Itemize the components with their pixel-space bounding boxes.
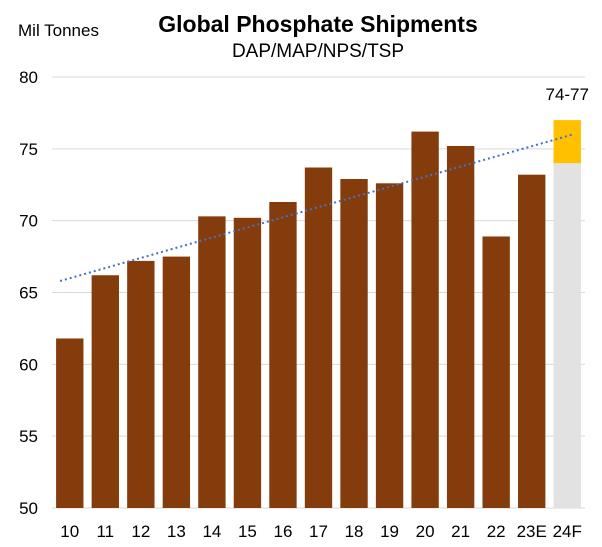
- x-tick-label: 17: [309, 522, 328, 541]
- forecast-range-label: 74-77: [545, 85, 588, 104]
- bar: [233, 217, 262, 508]
- trendline-group: [59, 133, 574, 282]
- y-tick-label: 70: [19, 212, 38, 231]
- x-tick-label: 14: [202, 522, 221, 541]
- bar: [375, 183, 404, 508]
- x-tick-label: 19: [380, 522, 399, 541]
- bar: [162, 256, 191, 508]
- bar: [56, 338, 84, 508]
- x-tick-label: 13: [167, 522, 186, 541]
- y-tick-label: 50: [19, 499, 38, 518]
- forecast-base-bar: [553, 163, 581, 508]
- y-axis-ticks: 50 55 60 65 70 75 80: [19, 68, 38, 518]
- x-tick-label: 11: [96, 522, 114, 541]
- x-tick-label: 10: [60, 522, 79, 541]
- bar: [482, 236, 510, 508]
- x-tick-label: 21: [451, 522, 470, 541]
- bar: [411, 131, 439, 509]
- y-tick-label: 60: [19, 355, 38, 374]
- x-tick-label: 23E: [517, 522, 547, 541]
- x-tick-label: 15: [238, 522, 257, 541]
- x-tick-label: 20: [416, 522, 435, 541]
- x-axis-ticks: 10 11 12 13 14 15 16 17 18 19 20 21 22 23E 24F: [60, 522, 582, 541]
- bar: [340, 179, 368, 508]
- chart-title: Global Phosphate Shipments: [158, 11, 477, 37]
- x-tick-label: 12: [131, 522, 150, 541]
- bar: [518, 174, 546, 508]
- y-axis-label: Mil Tonnes: [18, 21, 99, 40]
- x-tick-label: 22: [487, 522, 506, 541]
- bar: [304, 167, 333, 508]
- y-tick-label: 75: [19, 140, 38, 159]
- bar: [198, 216, 226, 508]
- x-tick-label: 24F: [553, 522, 582, 541]
- y-tick-label: 80: [19, 68, 38, 87]
- chart-subtitle: DAP/MAP/NPS/TSP: [232, 41, 404, 62]
- y-tick-label: 55: [19, 427, 38, 446]
- bar: [269, 201, 297, 509]
- y-tick-label: 65: [19, 284, 38, 303]
- x-tick-label: 18: [345, 522, 364, 541]
- bar: [91, 275, 119, 508]
- bar: [127, 260, 155, 508]
- x-tick-label: 16: [274, 522, 293, 541]
- bars: 74-77: [56, 85, 589, 509]
- bar: [446, 145, 475, 508]
- trendline: [59, 133, 574, 282]
- forecast-range-bar: [553, 120, 581, 164]
